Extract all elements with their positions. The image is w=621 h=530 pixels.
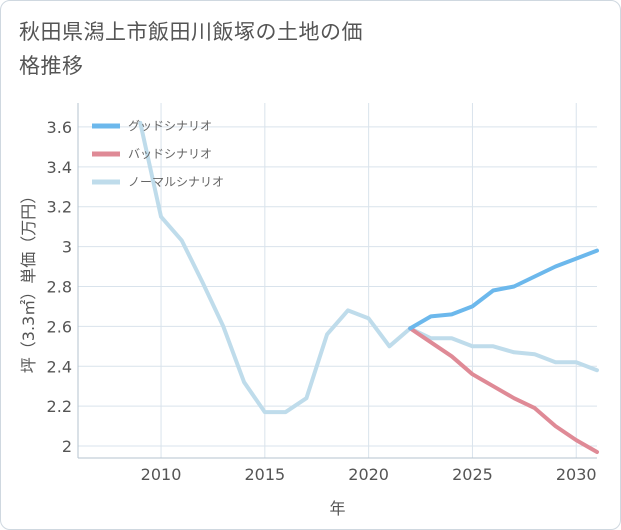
legend-label: ノーマルシナリオ xyxy=(128,175,224,189)
series-line xyxy=(408,248,599,331)
axes xyxy=(77,103,597,459)
legend-label: バッドシナリオ xyxy=(128,147,212,161)
grid xyxy=(78,103,597,458)
y-tick-label: 3.6 xyxy=(47,118,72,137)
series-line xyxy=(138,120,599,415)
y-tick-label: 2.8 xyxy=(47,277,72,296)
legend-label: グッドシナリオ xyxy=(128,119,212,133)
y-tick-label: 2.6 xyxy=(47,317,72,336)
chart-title: 秋田県潟上市飯田川飯塚の土地の価格推移 xyxy=(19,20,363,78)
series-line xyxy=(408,326,599,454)
y-tick-label: 2.4 xyxy=(47,357,72,376)
y-tick-label: 3.4 xyxy=(47,158,72,177)
x-tick-label: 2030 xyxy=(556,465,597,484)
x-tick-label: 2025 xyxy=(452,465,493,484)
y-tick-label: 2 xyxy=(62,437,72,456)
x-tick-label: 2020 xyxy=(348,465,389,484)
series-lines xyxy=(138,120,599,454)
x-axis-label: 年 xyxy=(329,499,345,518)
y-axis-label: 坪（3.3㎡）単価（万円） xyxy=(19,188,38,373)
y-tick-label: 2.2 xyxy=(47,397,72,416)
x-tick-label: 2015 xyxy=(244,465,285,484)
y-tick-label: 3.2 xyxy=(47,198,72,217)
y-tick-label: 3 xyxy=(62,238,72,257)
x-tick-labels: 2010 2015 2020 2025 2030 xyxy=(141,465,597,484)
y-tick-labels: 2 2.2 2.4 2.6 2.8 3 3.2 3.4 3.6 xyxy=(47,118,72,456)
x-tick-label: 2010 xyxy=(141,465,182,484)
